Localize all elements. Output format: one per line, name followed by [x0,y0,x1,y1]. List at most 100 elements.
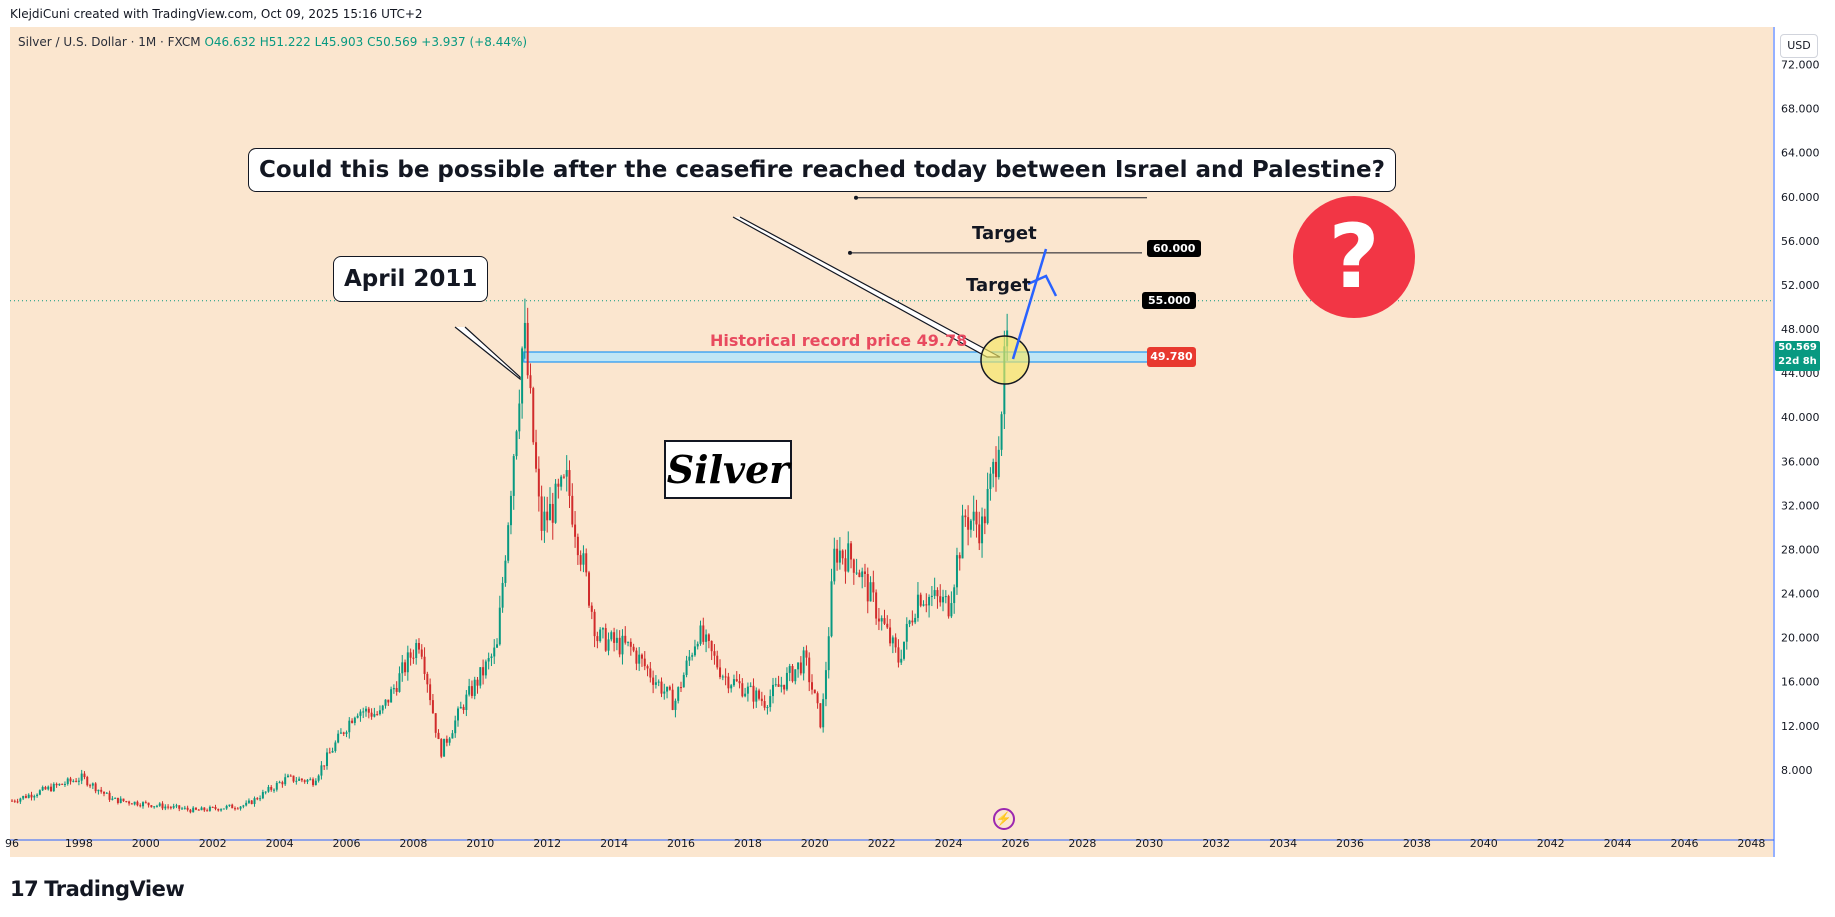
april-pointer [454,326,521,381]
ceasefire-callout[interactable]: Could this be possible after the ceasefi… [248,148,1396,192]
candle-body [445,738,448,743]
candle-body [944,596,947,598]
candle-body [838,550,841,563]
candle-body [582,553,585,565]
x-tick-label: 2024 [935,837,963,850]
ohlc-open: O46.632 [204,35,256,49]
candle-body [680,687,682,689]
candle-body [470,686,473,696]
candle-body [841,550,844,559]
candle-body [303,780,306,782]
candle-body [975,511,978,525]
candle-body [760,698,763,702]
candle-body [356,715,359,718]
candle-body [286,775,289,778]
candle-body [161,803,164,809]
x-tick-label: 2040 [1470,837,1498,850]
candle-body [275,782,278,790]
target-arrow-line [1011,248,1048,360]
candle-body [401,662,404,674]
candle-body [774,684,777,686]
candle-body [245,802,248,806]
candle-body [844,558,847,572]
candle-body [317,775,320,781]
candle-body [498,607,501,645]
candle-body [819,703,822,728]
x-tick-label: 2030 [1135,837,1163,850]
candle-body [596,636,599,642]
candle-body [72,780,75,782]
candle-body [632,646,635,651]
target-label-60[interactable]: Target [972,223,1037,244]
candle-body [535,442,538,469]
candle-body [390,689,393,703]
candle-body [359,711,362,716]
candle-body [601,628,604,630]
april-2011-callout[interactable]: April 2011 [333,256,489,302]
currency-button[interactable]: USD [1780,34,1818,58]
candle-body [164,806,167,809]
candle-body [624,635,627,643]
lightning-icon[interactable]: ⚡ [993,808,1015,830]
candle-body [52,783,55,792]
candle-body [732,679,735,686]
candle-body [203,807,206,811]
candle-body [749,685,752,687]
candle-body [863,571,866,574]
candle-body [77,780,80,782]
record-zone [523,351,1153,363]
candle-body [19,798,22,802]
silver-label-box[interactable]: Silver [664,440,792,499]
candle-body [872,582,875,593]
candle-body [791,666,794,682]
candle-body [116,797,119,803]
x-tick-label: 2026 [1002,837,1030,850]
record-price-label[interactable]: Historical record price 49.78 [710,331,968,350]
candle-body [429,684,432,701]
candle-body [666,686,669,692]
candle-body [415,642,418,658]
question-mark-icon[interactable]: ? [1293,196,1415,318]
candle-body [89,785,92,787]
price-tag-record: 49.780 [1147,347,1196,367]
candle-body [38,790,41,795]
candle-body [328,752,331,754]
candle-body [41,786,44,791]
candle-body [855,572,858,574]
y-tick-label: 24.000 [1781,588,1820,601]
symbol-info[interactable]: Silver / U.S. Dollar · 1M · FXCM O46.632… [18,35,527,49]
candle-body [462,706,465,710]
candle-body [900,658,903,663]
y-tick-label: 32.000 [1781,499,1820,512]
candle-body [629,641,632,647]
candle-body [22,795,25,799]
candle-body [111,798,114,800]
candle-body [231,804,234,809]
candle-body [607,639,610,651]
candle-body [370,712,373,717]
y-tick-label: 56.000 [1781,235,1820,248]
candle-body [264,791,267,793]
candle-body [847,543,850,572]
candle-body [894,637,897,648]
candle-body [256,798,259,800]
candle-body [409,652,412,658]
tradingview-logo[interactable]: 17 TradingView [10,877,185,901]
candle-body [735,679,738,682]
candle-body [699,625,702,644]
candle-body [86,777,89,786]
candle-body [451,733,454,739]
candle-body [610,632,613,640]
candle-body [133,801,136,805]
x-tick-label: 2010 [466,837,494,850]
candle-body [312,779,315,786]
candle-body [824,670,827,700]
candle-body [75,780,78,782]
candle-body [267,786,270,792]
target-label-55[interactable]: Target [966,275,1031,296]
candle-body [142,802,145,807]
candle-body [986,488,989,524]
candle-body [367,708,370,713]
candle-body [63,783,66,785]
candle-body [705,634,708,642]
